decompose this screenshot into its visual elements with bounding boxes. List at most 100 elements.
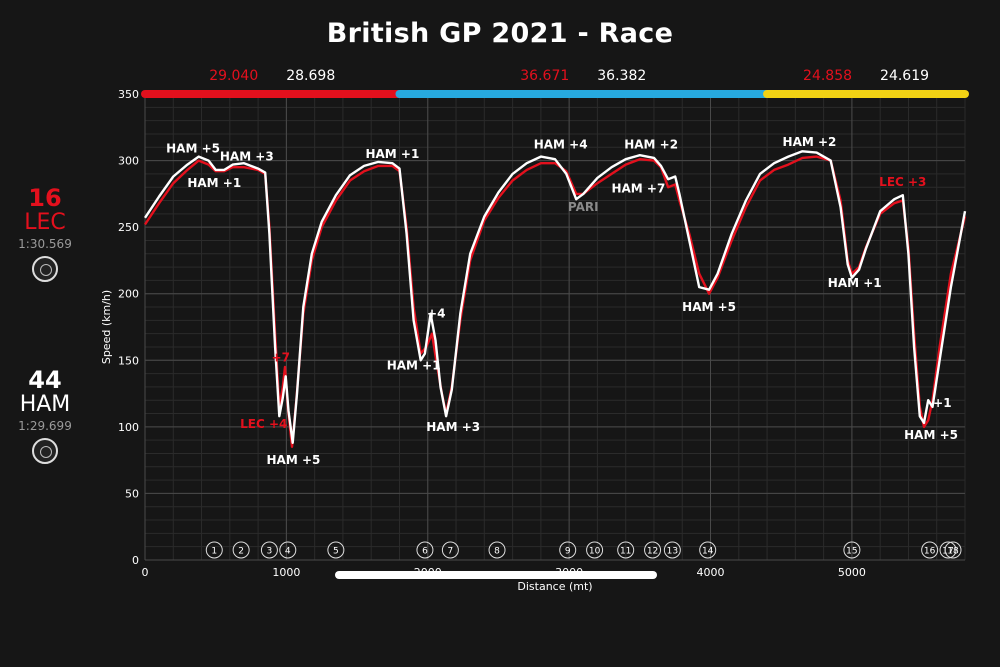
corner-marker: 7 — [441, 541, 459, 559]
y-tick-label: 50 — [125, 487, 139, 500]
annotation-label: HAM +7 — [611, 182, 665, 196]
annotation-label: PARI — [568, 200, 599, 214]
corner-marker: 18 — [944, 541, 962, 559]
x-axis-label: Distance (mt) — [517, 580, 592, 593]
corner-circle — [921, 541, 939, 559]
corner-number: 15 — [846, 547, 857, 557]
corner-marker: 8 — [488, 541, 506, 559]
annotation-label: HAM +3 — [220, 150, 274, 164]
corner-number: 11 — [620, 547, 631, 557]
annotation-label: +1 — [933, 396, 951, 410]
corner-circle — [644, 541, 662, 559]
corner-number: 9 — [565, 547, 571, 557]
corner-number: 14 — [702, 547, 714, 557]
y-tick-label: 0 — [132, 554, 139, 567]
x-tick-label: 0 — [142, 566, 149, 579]
y-tick-label: 150 — [118, 354, 139, 367]
corner-marker: 11 — [617, 541, 635, 559]
corner-circle — [699, 541, 717, 559]
annotation-label: HAM +5 — [166, 142, 220, 156]
corner-marker: 6 — [416, 541, 434, 559]
corner-circle — [232, 541, 250, 559]
corner-circle — [617, 541, 635, 559]
annotation-label: HAM +2 — [624, 138, 678, 152]
corner-circle — [260, 541, 278, 559]
corner-number: 17 — [942, 547, 953, 557]
x-tick-label: 5000 — [838, 566, 866, 579]
corner-circle — [663, 541, 681, 559]
y-tick-label: 300 — [118, 155, 139, 168]
tyre-icon — [32, 438, 58, 464]
corner-number: 2 — [238, 547, 244, 557]
corner-number: 7 — [448, 547, 454, 557]
y-tick-label: 100 — [118, 421, 139, 434]
annotation-label: HAM +5 — [267, 453, 321, 467]
corner-marker: 12 — [644, 541, 662, 559]
annotation-label: HAM +3 — [426, 420, 480, 434]
corner-marker: 16 — [921, 541, 939, 559]
corner-marker: 5 — [327, 541, 345, 559]
y-axis-label: Speed (km/h) — [100, 290, 113, 364]
annotation-label: HAM +5 — [904, 428, 958, 442]
series-line-ham — [143, 150, 967, 444]
annotation-label: HAM +2 — [783, 135, 837, 149]
corner-circle — [327, 541, 345, 559]
corner-circle — [279, 541, 297, 559]
corner-number: 18 — [947, 547, 959, 557]
driver-number: 44 — [28, 366, 62, 394]
corner-number: 4 — [285, 547, 291, 557]
annotation-label: +4 — [427, 307, 445, 321]
sector-bars: 29.040 28.698 36.671 36.382 24.858 24.619 — [141, 68, 969, 98]
corner-number: 1 — [211, 547, 217, 557]
corner-marker: 15 — [843, 541, 861, 559]
tyre-icon — [32, 256, 58, 282]
annotation-label: HAM +1 — [387, 359, 441, 373]
sector-time-ham: 28.698 — [286, 68, 335, 84]
corner-circle — [488, 541, 506, 559]
annotation-label: HAM +1 — [828, 276, 882, 290]
y-tick-label: 200 — [118, 288, 139, 301]
driver-code: LEC — [24, 210, 66, 235]
corner-marker: 17 — [939, 541, 957, 559]
annotation-label: HAM +4 — [534, 138, 588, 152]
corner-circle — [944, 541, 962, 559]
annotation-label: LEC +4 — [240, 417, 287, 431]
sector-time-lec: 24.858 — [803, 68, 852, 84]
corner-circle — [441, 541, 459, 559]
lap-time: 1:30.569 — [18, 237, 72, 251]
corner-marker: 14 — [699, 541, 717, 559]
corner-circle — [843, 541, 861, 559]
lap-time: 1:29.699 — [18, 419, 72, 433]
corner-number: 16 — [924, 547, 936, 557]
corner-marker: 1 — [205, 541, 223, 559]
annotation-label: +7 — [272, 351, 290, 365]
series-line-lec — [143, 155, 967, 448]
corner-marker: 4 — [279, 541, 297, 559]
sector-time-lec: 36.671 — [520, 68, 569, 84]
corner-number: 8 — [494, 547, 500, 557]
sector-time-ham: 36.382 — [597, 68, 646, 84]
corner-marker: 9 — [559, 541, 577, 559]
annotation-label: LEC +3 — [879, 175, 926, 189]
corner-marker: 3 — [260, 541, 278, 559]
corner-number: 10 — [589, 547, 601, 557]
corner-number: 12 — [647, 547, 658, 557]
annotation-label: HAM +1 — [187, 176, 241, 190]
chart-title: British GP 2021 - Race — [326, 18, 674, 49]
driver-number: 16 — [28, 184, 62, 212]
series-lines — [143, 150, 967, 448]
y-tick-label: 250 — [118, 221, 139, 234]
corner-number: 3 — [267, 547, 273, 557]
corner-circle — [205, 541, 223, 559]
driver-card-ham: 44 HAM 1:29.699 — [0, 368, 90, 464]
scroll-bar[interactable] — [335, 571, 657, 579]
corner-circle — [586, 541, 604, 559]
sector-time-lec: 29.040 — [209, 68, 258, 84]
corner-marker: 13 — [663, 541, 681, 559]
corner-circle — [416, 541, 434, 559]
x-tick-label: 1000 — [272, 566, 300, 579]
corner-marker: 2 — [232, 541, 250, 559]
